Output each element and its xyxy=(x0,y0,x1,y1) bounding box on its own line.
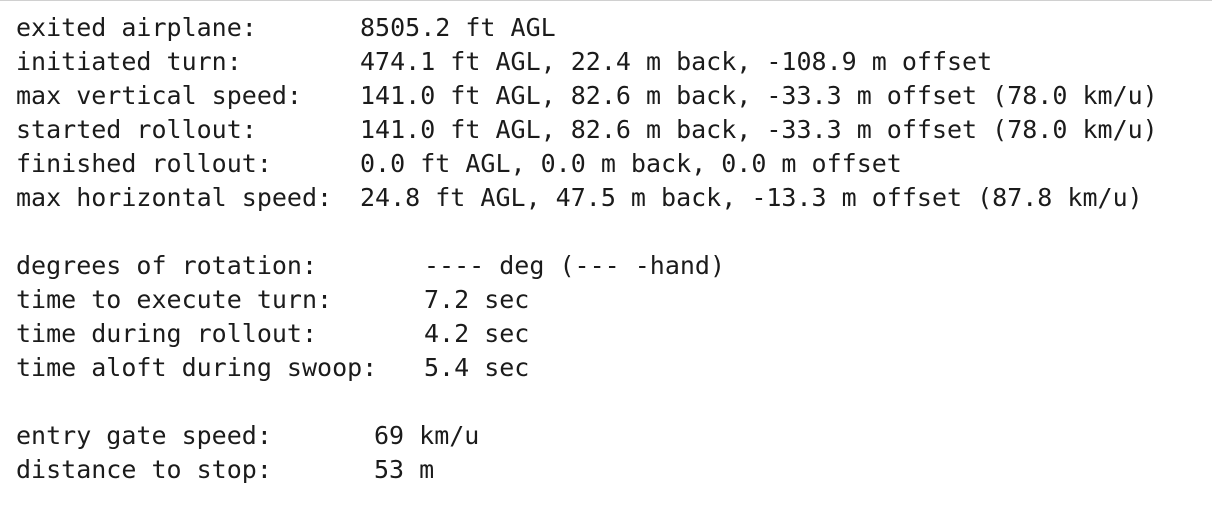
field-label: max vertical speed: xyxy=(16,81,302,110)
field-value: 5.4 sec xyxy=(424,353,530,382)
field-label: finished rollout: xyxy=(16,149,272,178)
field-value: 0.0 ft AGL, 0.0 m back, 0.0 m offset xyxy=(360,149,902,178)
field-label: exited airplane: xyxy=(16,13,257,42)
field-value: 141.0 ft AGL, 82.6 m back, -33.3 m offse… xyxy=(360,81,1158,110)
output-line: entry gate speed: 69 km/u xyxy=(0,419,1212,453)
field-value: 8505.2 ft AGL xyxy=(360,13,556,42)
field-value: 53 m xyxy=(374,455,435,484)
field-value: 4.2 sec xyxy=(424,319,530,348)
field-value: 69 km/u xyxy=(374,421,480,450)
field-label: initiated turn: xyxy=(16,47,242,76)
field-label: degrees of rotation: xyxy=(16,251,318,280)
output-line: time during rollout: 4.2 sec xyxy=(0,317,1212,351)
field-value: ---- deg (--- -hand) xyxy=(424,251,726,280)
field-label: max horizontal speed: xyxy=(16,183,333,212)
field-label: time aloft during swoop: xyxy=(16,353,378,382)
field-value: 474.1 ft AGL, 22.4 m back, -108.9 m offs… xyxy=(360,47,993,76)
output-line: distance to stop: 53 m xyxy=(0,453,1212,487)
field-value: 141.0 ft AGL, 82.6 m back, -33.3 m offse… xyxy=(360,115,1158,144)
field-label: time to execute turn: xyxy=(16,285,333,314)
field-value: 24.8 ft AGL, 47.5 m back, -13.3 m offset… xyxy=(360,183,1143,212)
output-line: max horizontal speed: 24.8 ft AGL, 47.5 m… xyxy=(0,181,1212,215)
output-line: started rollout: 141.0 ft AGL, 82.6 m bac… xyxy=(0,113,1212,147)
output-line: max vertical speed: 141.0 ft AGL, 82.6 m … xyxy=(0,79,1212,113)
field-label: distance to stop: xyxy=(16,455,272,484)
output-line: exited airplane: 8505.2 ft AGL xyxy=(0,11,1212,45)
output-line: time to execute turn: 7.2 sec xyxy=(0,283,1212,317)
field-label: time during rollout: xyxy=(16,319,318,348)
output-line: time aloft during swoop: 5.4 sec xyxy=(0,351,1212,385)
field-label: started rollout: xyxy=(16,115,257,144)
output-line: finished rollout: 0.0 ft AGL, 0.0 m back,… xyxy=(0,147,1212,181)
field-value: 7.2 sec xyxy=(424,285,530,314)
output-line: degrees of rotation: ---- deg (--- -hand) xyxy=(0,249,1212,283)
field-label: entry gate speed: xyxy=(16,421,272,450)
output-line: initiated turn: 474.1 ft AGL, 22.4 m back… xyxy=(0,45,1212,79)
